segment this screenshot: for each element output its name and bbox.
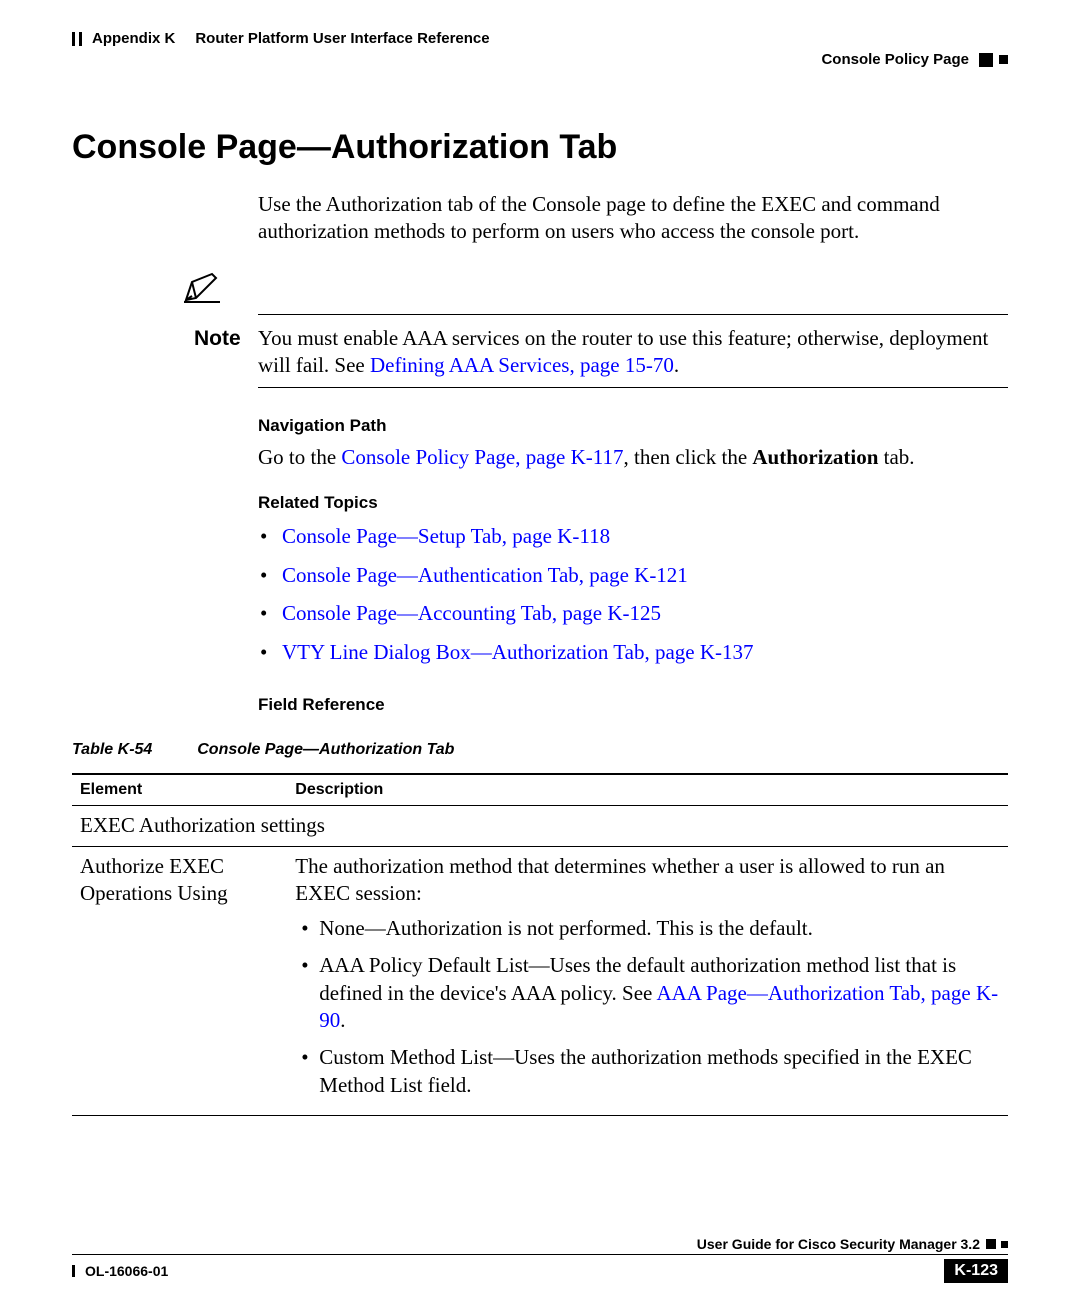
running-header: Appendix K Router Platform User Interfac…	[72, 30, 1008, 47]
element-cell: Authorize EXEC Operations Using	[72, 846, 287, 1115]
related-topic-item: Console Page—Setup Tab, page K-118	[258, 521, 1008, 551]
related-topic-item: VTY Line Dialog Box—Authorization Tab, p…	[258, 637, 1008, 667]
related-topic-item: Console Page—Accounting Tab, page K-125	[258, 598, 1008, 628]
header-bar-icon-2	[79, 32, 82, 46]
note-rule-top	[258, 314, 1008, 315]
nav-bold: Authorization	[752, 445, 878, 469]
nav-after-2: tab.	[878, 445, 914, 469]
col-description: Description	[287, 774, 1008, 806]
description-cell: The authorization method that determines…	[287, 846, 1008, 1115]
related-link[interactable]: VTY Line Dialog Box—Authorization Tab, p…	[282, 640, 754, 664]
desc-list: None—Authorization is not performed. Thi…	[295, 915, 1000, 1099]
page: Appendix K Router Platform User Interfac…	[0, 0, 1080, 1311]
header-square-icon	[979, 53, 993, 67]
table-header-row: Element Description	[72, 774, 1008, 806]
related-link[interactable]: Console Page—Setup Tab, page K-118	[282, 524, 610, 548]
desc-item: None—Authorization is not performed. Thi…	[295, 915, 1000, 942]
section-cell: EXEC Authorization settings	[72, 806, 1008, 846]
note-label: Note	[194, 325, 258, 352]
nav-path-text: Go to the Console Policy Page, page K-11…	[258, 444, 1008, 471]
col-element: Element	[72, 774, 287, 806]
note-text: You must enable AAA services on the rout…	[258, 325, 1008, 380]
header-square-small-icon	[999, 55, 1008, 64]
table-number: Table K-54	[72, 741, 152, 758]
subheader-title: Console Policy Page	[821, 51, 969, 68]
nav-path-label: Navigation Path	[258, 416, 1008, 436]
b2-after: .	[340, 1008, 345, 1032]
field-reference-table: Element Description EXEC Authorization s…	[72, 773, 1008, 1116]
note-text-after: .	[674, 353, 679, 377]
related-link[interactable]: Console Page—Accounting Tab, page K-125	[282, 601, 661, 625]
related-topic-item: Console Page—Authentication Tab, page K-…	[258, 560, 1008, 590]
nav-after-1: , then click the	[624, 445, 753, 469]
table-caption: Table K-54 Console Page—Authorization Ta…	[72, 741, 1008, 759]
appendix-label: Appendix K	[92, 30, 175, 47]
footer-top: User Guide for Cisco Security Manager 3.…	[72, 1236, 1008, 1255]
note-icon-row	[72, 270, 1008, 304]
page-footer: User Guide for Cisco Security Manager 3.…	[72, 1236, 1008, 1283]
note-link[interactable]: Defining AAA Services, page 15-70	[370, 353, 674, 377]
footer-doc-id: OL-16066-01	[85, 1263, 168, 1279]
footer-square-small-icon	[1001, 1241, 1008, 1248]
note-body: Note You must enable AAA services on the…	[72, 325, 1008, 380]
related-topics-label: Related Topics	[258, 493, 1008, 513]
desc-intro: The authorization method that determines…	[295, 854, 945, 905]
related-link[interactable]: Console Page—Authentication Tab, page K-…	[282, 563, 688, 587]
field-reference-label: Field Reference	[258, 695, 1008, 715]
table-row: Authorize EXEC Operations Using The auth…	[72, 846, 1008, 1115]
note-rule-bottom	[258, 387, 1008, 388]
section-row: EXEC Authorization settings	[72, 806, 1008, 846]
footer-square-icon	[986, 1239, 996, 1249]
intro-paragraph: Use the Authorization tab of the Console…	[258, 191, 1008, 246]
page-title: Console Page—Authorization Tab	[72, 128, 1008, 167]
related-topics-list: Console Page—Setup Tab, page K-118 Conso…	[258, 521, 1008, 667]
desc-item: Custom Method List—Uses the authorizatio…	[295, 1044, 1000, 1099]
pencil-icon	[182, 270, 222, 304]
footer-guide: User Guide for Cisco Security Manager 3.…	[697, 1236, 980, 1252]
footer-bottom: OL-16066-01 K-123	[72, 1259, 1008, 1283]
table-title: Console Page—Authorization Tab	[197, 741, 454, 758]
footer-bar-icon	[72, 1265, 75, 1277]
header-title: Router Platform User Interface Reference	[195, 30, 489, 47]
desc-item: AAA Policy Default List—Uses the default…	[295, 952, 1000, 1034]
page-number: K-123	[944, 1259, 1008, 1283]
nav-link[interactable]: Console Policy Page, page K-117	[341, 445, 623, 469]
running-subheader: Console Policy Page	[72, 51, 1008, 68]
nav-before: Go to the	[258, 445, 341, 469]
header-bar-icon	[72, 32, 75, 46]
